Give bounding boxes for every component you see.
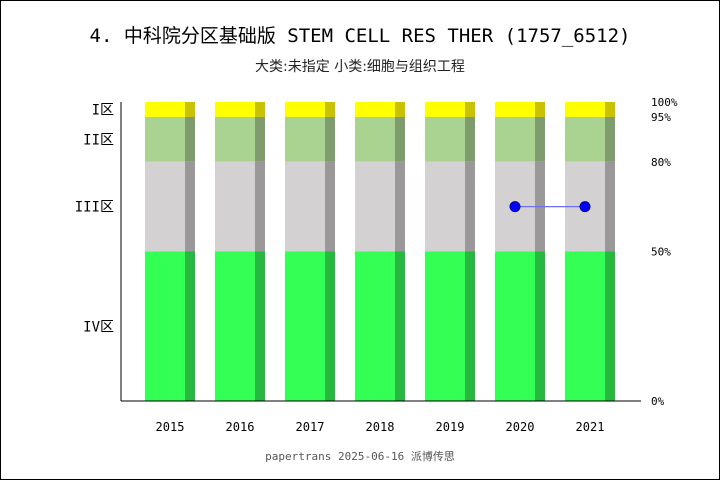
zone-label: III区 [75, 200, 114, 216]
bar-segment-2015-zone-0 [145, 102, 185, 117]
bar-shade-2019-zone-0 [465, 102, 475, 117]
bar-shade-2015-zone-3 [185, 251, 195, 401]
x-tick-label: 2021 [576, 420, 605, 434]
bar-shade-2019-zone-3 [465, 251, 475, 401]
bar-shade-2016-zone-0 [255, 102, 265, 117]
bar-segment-2017-zone-3 [285, 251, 325, 401]
series-point [579, 201, 591, 213]
bar-shade-2018-zone-2 [395, 161, 405, 252]
bar-segment-2016-zone-0 [215, 102, 255, 117]
bar-segment-2019-zone-0 [425, 102, 465, 117]
bar-segment-2020-zone-0 [495, 102, 535, 117]
percent-tick-label: 50% [651, 246, 671, 259]
percent-tick-label: 0% [651, 395, 665, 408]
bar-segment-2019-zone-3 [425, 251, 465, 401]
bar-shade-2019-zone-1 [465, 116, 475, 162]
bar-segment-2017-zone-1 [285, 116, 325, 162]
bar-shade-2017-zone-0 [325, 102, 335, 117]
bar-segment-2018-zone-3 [355, 251, 395, 401]
bar-shade-2015-zone-1 [185, 116, 195, 162]
bar-shade-2018-zone-1 [395, 116, 405, 162]
bar-shade-2015-zone-0 [185, 102, 195, 117]
bar-segment-2018-zone-1 [355, 116, 395, 162]
bar-segment-2017-zone-0 [285, 102, 325, 117]
bar-shade-2017-zone-1 [325, 116, 335, 162]
bar-shade-2018-zone-0 [395, 102, 405, 117]
bar-segment-2018-zone-0 [355, 102, 395, 117]
bar-shade-2020-zone-1 [535, 116, 545, 162]
bar-shade-2021-zone-3 [605, 251, 615, 401]
percent-tick-label: 95% [651, 111, 671, 124]
bar-shade-2018-zone-3 [395, 251, 405, 401]
percent-tick-label: 100% [651, 96, 678, 109]
x-tick-label: 2015 [156, 420, 185, 434]
bar-segment-2021-zone-3 [565, 251, 605, 401]
series-point [509, 201, 521, 213]
bar-segment-2019-zone-1 [425, 116, 465, 162]
chart-title: 4. 中科院分区基础版 STEM CELL RES THER (1757_651… [89, 25, 631, 47]
bar-shade-2017-zone-2 [325, 161, 335, 252]
bar-segment-2020-zone-3 [495, 251, 535, 401]
x-tick-label: 2016 [226, 420, 255, 434]
bar-segment-2016-zone-1 [215, 116, 255, 162]
zone-label: I区 [92, 102, 114, 118]
chart-footer: papertrans 2025-06-16 派博传思 [265, 450, 455, 463]
bar-shade-2017-zone-3 [325, 251, 335, 401]
bar-shade-2016-zone-1 [255, 116, 265, 162]
bar-shade-2020-zone-0 [535, 102, 545, 117]
bar-segment-2021-zone-0 [565, 102, 605, 117]
x-tick-label: 2017 [296, 420, 325, 434]
bar-shade-2021-zone-2 [605, 161, 615, 252]
bar-segment-2015-zone-1 [145, 116, 185, 162]
percent-tick-label: 80% [651, 156, 671, 169]
bar-segment-2018-zone-2 [355, 161, 395, 252]
bar-shade-2019-zone-2 [465, 161, 475, 252]
bar-segment-2015-zone-2 [145, 161, 185, 252]
bar-shade-2021-zone-0 [605, 102, 615, 117]
bar-segment-2020-zone-1 [495, 116, 535, 162]
x-tick-label: 2019 [436, 420, 465, 434]
bar-shade-2020-zone-3 [535, 251, 545, 401]
zone-label: II区 [83, 132, 114, 148]
bar-shade-2015-zone-2 [185, 161, 195, 252]
bar-shade-2021-zone-1 [605, 116, 615, 162]
chart-subtitle: 大类:未指定 小类:细胞与组织工程 [255, 59, 465, 75]
x-tick-label: 2020 [506, 420, 535, 434]
bar-segment-2015-zone-3 [145, 251, 185, 401]
bar-segment-2016-zone-2 [215, 161, 255, 252]
zone-label: IV区 [83, 319, 114, 335]
bar-shade-2016-zone-2 [255, 161, 265, 252]
bar-shade-2016-zone-3 [255, 251, 265, 401]
bar-segment-2021-zone-1 [565, 116, 605, 162]
bar-segment-2017-zone-2 [285, 161, 325, 252]
x-tick-label: 2018 [366, 420, 395, 434]
bar-segment-2019-zone-2 [425, 161, 465, 252]
bar-segment-2016-zone-3 [215, 251, 255, 401]
